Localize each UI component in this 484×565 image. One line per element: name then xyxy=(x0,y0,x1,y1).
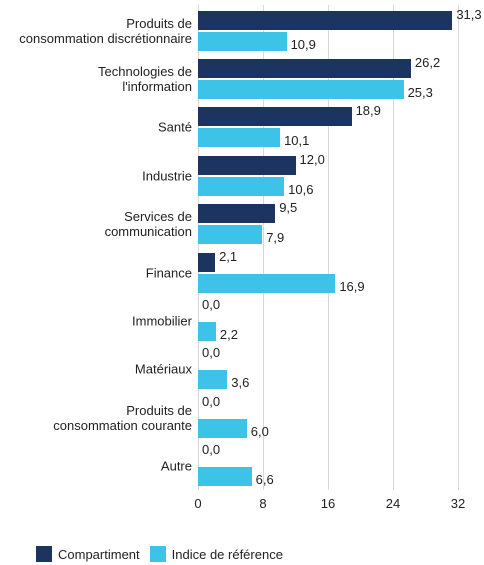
legend-label: Compartiment xyxy=(58,546,140,562)
value-label: 2,1 xyxy=(219,248,238,264)
category-label: Autre xyxy=(160,458,192,474)
value-label: 3,6 xyxy=(231,375,250,391)
grid-line xyxy=(327,5,329,490)
legend-label: Indice de référence xyxy=(171,546,283,562)
category-label: Produits de consommation courante xyxy=(53,402,192,433)
legend-swatch xyxy=(149,546,166,562)
bar xyxy=(198,10,453,30)
x-tick-label: 24 xyxy=(385,496,401,511)
category-label: Industrie xyxy=(142,168,192,184)
category-label: Finance xyxy=(145,265,192,280)
grid-line xyxy=(262,5,264,490)
value-label: 2,2 xyxy=(219,326,238,342)
bar xyxy=(198,225,263,245)
grid-line xyxy=(392,5,394,490)
value-label: 10,9 xyxy=(290,36,316,52)
value-label: 12,0 xyxy=(299,151,325,167)
value-label: 6,0 xyxy=(250,423,269,439)
legend: Compartiment Indice de référence xyxy=(36,546,287,562)
category-label: Services de communication xyxy=(104,209,192,240)
value-label: 9,5 xyxy=(279,200,298,216)
value-label: 7,9 xyxy=(266,230,285,246)
bar xyxy=(198,370,228,390)
x-tick-label: 16 xyxy=(320,496,336,511)
value-label: 6,6 xyxy=(255,472,274,488)
bar xyxy=(198,128,281,148)
category-label: Produits de consommation discrétionnaire xyxy=(19,15,192,46)
value-label: 31,3 xyxy=(456,6,482,22)
value-label: 0,0 xyxy=(202,393,221,409)
category-label: Immobilier xyxy=(132,313,192,329)
value-label: 26,2 xyxy=(414,54,441,70)
x-tick-label: 32 xyxy=(450,496,466,511)
bar xyxy=(198,273,336,293)
value-label: 10,1 xyxy=(284,133,310,149)
value-label: 16,9 xyxy=(339,278,365,294)
x-tick-label: 0 xyxy=(194,496,202,511)
bar xyxy=(198,418,247,438)
grid-line xyxy=(197,5,199,490)
x-tick-label: 8 xyxy=(259,496,267,511)
bar xyxy=(198,204,276,224)
bar xyxy=(198,155,296,175)
value-label: 0,0 xyxy=(202,296,221,312)
bar xyxy=(198,252,216,272)
value-label: 0,0 xyxy=(202,345,221,361)
bar xyxy=(198,31,287,51)
value-label: 10,6 xyxy=(288,181,314,197)
bar xyxy=(198,58,411,78)
bar xyxy=(198,107,352,127)
category-label: Santé xyxy=(158,119,192,135)
bar xyxy=(198,321,216,341)
value-label: 0,0 xyxy=(202,442,221,458)
bar xyxy=(198,79,404,99)
value-label: 25,3 xyxy=(407,84,433,100)
category-label: Technologies de l'information xyxy=(98,63,192,94)
bar xyxy=(198,467,252,487)
legend-swatch xyxy=(36,546,52,562)
bar xyxy=(198,176,285,196)
value-label: 18,9 xyxy=(355,103,381,119)
grid-line xyxy=(457,5,459,490)
category-label: Matériaux xyxy=(134,361,192,377)
